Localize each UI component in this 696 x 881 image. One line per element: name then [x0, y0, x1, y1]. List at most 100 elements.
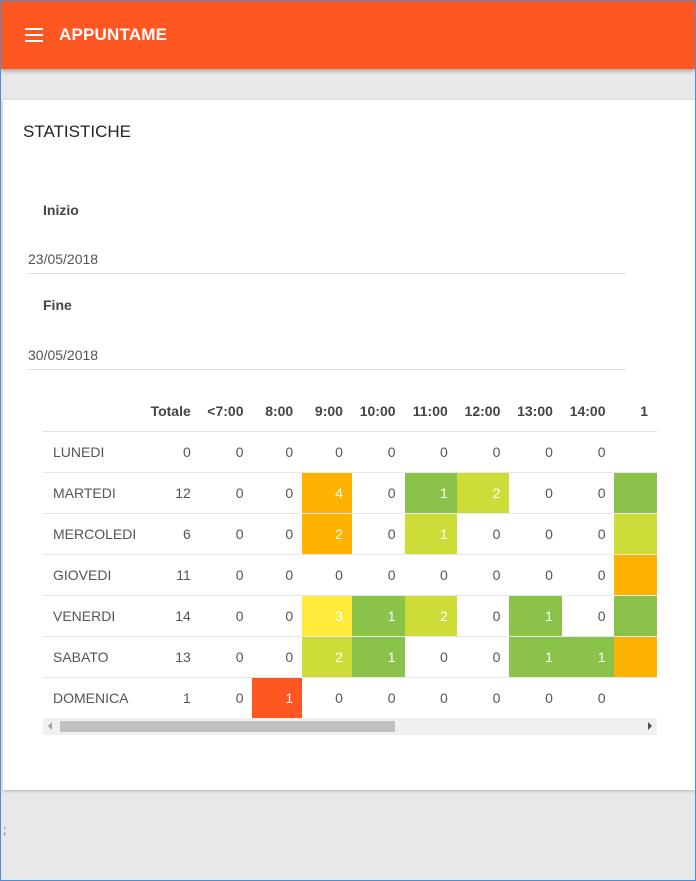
header-hour: 13:00 [509, 390, 562, 432]
start-date-input[interactable] [28, 243, 626, 267]
hour-cell: 0 [404, 554, 457, 596]
header-hour: 11:00 [404, 390, 457, 432]
hour-cell: 2 [302, 636, 352, 678]
hour-cell: 1 [351, 595, 405, 637]
table-row: MERCOLEDI 6 0 0 2 0 1 0 0 0 [43, 513, 657, 555]
hour-cell: 0 [404, 636, 457, 678]
table-row: MARTEDI 12 0 0 4 0 1 2 0 0 [43, 472, 657, 514]
scroll-right-arrow-icon[interactable] [648, 722, 652, 730]
hour-cell [614, 636, 657, 678]
hour-cell: 0 [561, 431, 615, 473]
hour-cell: 0 [199, 472, 253, 514]
stats-table-container[interactable]: Totale <7:00 8:00 9:00 10:00 11:00 12:00… [43, 390, 657, 735]
hour-cell: 0 [199, 636, 253, 678]
day-cell: GIOVEDI [43, 554, 146, 596]
hour-cell: 0 [509, 472, 562, 514]
hour-cell: 1 [404, 472, 457, 514]
hour-cell: 0 [302, 677, 352, 719]
hour-cell: 0 [351, 431, 405, 473]
hour-cell: 0 [252, 636, 303, 678]
hour-cell: 0 [456, 595, 510, 637]
hour-cell: 1 [252, 677, 303, 719]
table-row: SABATO 13 0 0 2 1 0 0 1 1 [43, 636, 657, 678]
total-cell: 12 [145, 472, 200, 514]
horizontal-scrollbar[interactable] [43, 718, 657, 735]
hour-cell: 0 [509, 554, 562, 596]
header-hour: 12:00 [456, 390, 510, 432]
table-header-row: Totale <7:00 8:00 9:00 10:00 11:00 12:00… [43, 390, 657, 432]
total-cell: 0 [145, 431, 200, 473]
hour-cell: 0 [561, 595, 615, 637]
header-hour: 9:00 [302, 390, 352, 432]
header-hour: 8:00 [252, 390, 303, 432]
hour-cell: 0 [302, 554, 352, 596]
hour-cell: 0 [302, 431, 352, 473]
hour-cell: 0 [404, 677, 457, 719]
hour-cell: 0 [509, 513, 562, 555]
start-date-label: Inizio [43, 202, 79, 218]
hour-cell: 0 [351, 513, 405, 555]
hour-cell: 0 [351, 677, 405, 719]
scrollbar-thumb[interactable] [60, 721, 395, 732]
total-cell: 1 [145, 677, 200, 719]
table-row: GIOVEDI 11 0 0 0 0 0 0 0 0 [43, 554, 657, 596]
hour-cell: 0 [252, 431, 303, 473]
stats-table: Totale <7:00 8:00 9:00 10:00 11:00 12:00… [43, 390, 657, 719]
hamburger-menu-icon[interactable] [15, 23, 51, 47]
day-cell: LUNEDI [43, 431, 146, 473]
hour-cell [614, 472, 657, 514]
start-date-field [28, 243, 626, 274]
footer-mark: ; [3, 823, 7, 837]
hour-cell: 0 [456, 677, 510, 719]
hour-cell [614, 431, 657, 473]
hour-cell: 2 [456, 472, 510, 514]
hour-cell: 0 [509, 431, 562, 473]
header-hour: <7:00 [199, 390, 253, 432]
hour-cell [614, 513, 657, 555]
hour-cell [614, 677, 657, 719]
total-cell: 11 [145, 554, 200, 596]
hour-cell: 0 [456, 513, 510, 555]
header-day [43, 390, 146, 432]
hour-cell: 0 [252, 554, 303, 596]
hour-cell: 0 [199, 595, 253, 637]
end-date-field [28, 339, 626, 370]
hour-cell: 0 [561, 677, 615, 719]
header-hour: 14:00 [561, 390, 615, 432]
day-cell: DOMENICA [43, 677, 146, 719]
scroll-left-arrow-icon[interactable] [48, 722, 52, 730]
day-cell: SABATO [43, 636, 146, 678]
hour-cell: 0 [199, 513, 253, 555]
hour-cell: 0 [456, 636, 510, 678]
hour-cell: 0 [252, 513, 303, 555]
day-cell: MARTEDI [43, 472, 146, 514]
hour-cell: 3 [302, 595, 352, 637]
hour-cell: 4 [302, 472, 352, 514]
hour-cell [614, 595, 657, 637]
hour-cell: 1 [509, 636, 562, 678]
hour-cell: 1 [404, 513, 457, 555]
end-date-input[interactable] [28, 339, 626, 363]
hour-cell: 0 [561, 513, 615, 555]
statistics-card: STATISTICHE Inizio Fine Totale <7:00 8:0… [3, 100, 695, 790]
hour-cell: 0 [561, 472, 615, 514]
hour-cell: 0 [252, 595, 303, 637]
hour-cell: 2 [302, 513, 352, 555]
header-total: Totale [145, 390, 200, 432]
hour-cell: 0 [199, 677, 253, 719]
day-cell: VENERDI [43, 595, 146, 637]
hour-cell: 1 [561, 636, 615, 678]
hour-cell: 0 [199, 431, 253, 473]
hour-cell: 0 [199, 554, 253, 596]
hour-cell: 0 [404, 431, 457, 473]
hour-cell: 0 [456, 554, 510, 596]
card-title: STATISTICHE [23, 122, 131, 141]
hour-cell: 0 [351, 472, 405, 514]
total-cell: 6 [145, 513, 200, 555]
hour-cell: 0 [456, 431, 510, 473]
app-title: APPUNTAME [59, 25, 168, 44]
table-row: LUNEDI 0 0 0 0 0 0 0 0 0 [43, 431, 657, 473]
hour-cell: 1 [509, 595, 562, 637]
day-cell: MERCOLEDI [43, 513, 146, 555]
